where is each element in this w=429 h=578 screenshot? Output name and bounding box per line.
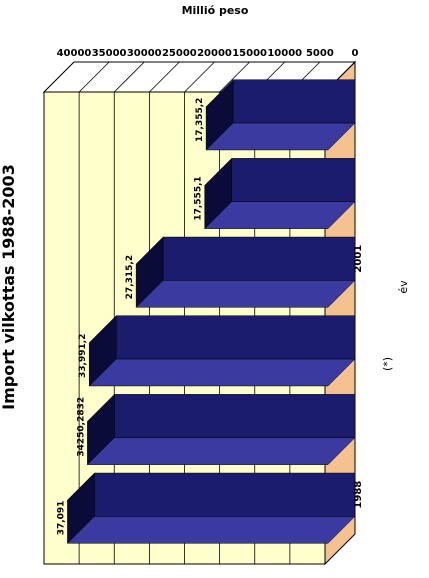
bar-top xyxy=(88,358,356,387)
x-axis-title: év xyxy=(397,280,410,294)
bar-end xyxy=(87,393,115,466)
footnote-marker: (*) xyxy=(381,357,394,371)
bar-top xyxy=(135,280,356,308)
y-tick-label: 10000 xyxy=(267,48,302,59)
plot-area: 0 5000 10000150002000025000300003500040000… xyxy=(42,48,364,566)
grid-floor-line xyxy=(219,61,250,93)
data-label: 27,315,2 xyxy=(125,255,135,299)
data-label: 37,091 xyxy=(56,501,66,536)
data-label: 17,355,2 xyxy=(195,98,205,142)
y-tick-label: 15000 xyxy=(232,48,267,59)
data-label: 34250,2832 xyxy=(76,397,86,457)
bar xyxy=(114,394,356,438)
bar xyxy=(162,236,356,281)
y-tick-label: 25000 xyxy=(162,48,197,59)
bar xyxy=(115,315,356,360)
bar-end xyxy=(135,236,164,308)
y-tick-label: 20000 xyxy=(197,48,232,59)
y-axis-title: Millió peso xyxy=(182,4,249,17)
bar-top xyxy=(66,516,356,544)
bar-end xyxy=(67,472,95,544)
grid-floor-line xyxy=(78,61,110,93)
y-tick-label: 30000 xyxy=(127,48,162,59)
category-label: 1988 xyxy=(353,481,364,509)
y-tick-label: 0 xyxy=(352,48,359,59)
bar-end xyxy=(88,315,117,387)
grid-floor-line xyxy=(149,61,180,93)
y-tick-label: 5000 xyxy=(306,48,334,59)
bar-end xyxy=(204,157,232,230)
grid-floor-line xyxy=(113,61,145,93)
y-tick-label: 40000 xyxy=(57,48,92,59)
data-label: 33,991,2 xyxy=(78,334,88,378)
bar-top xyxy=(86,437,356,465)
grid-floor-line xyxy=(184,61,215,93)
bar-end xyxy=(205,79,234,151)
category-label: 2001 xyxy=(353,245,364,273)
data-label: 17,555,1 xyxy=(194,176,204,220)
bar xyxy=(94,472,356,517)
y-tick-label: 35000 xyxy=(92,48,127,59)
bar xyxy=(232,79,356,124)
chart-title: Import vilkottas 1988-2003 xyxy=(0,164,18,410)
grid-floor-line xyxy=(43,61,75,93)
bar xyxy=(231,158,356,202)
